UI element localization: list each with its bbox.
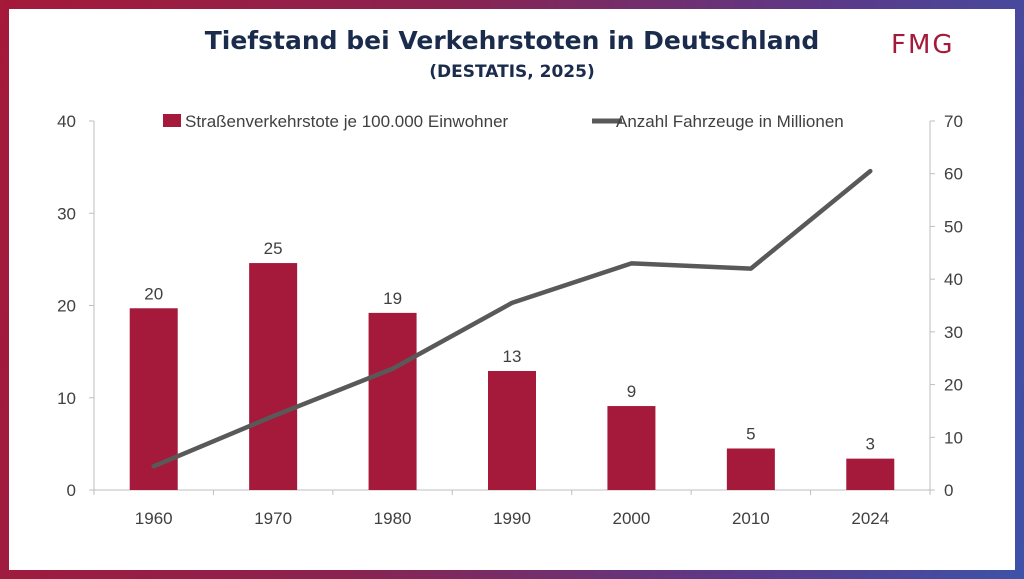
bar-1980	[368, 312, 417, 490]
x-tick-label: 2000	[613, 509, 651, 528]
x-tick-label: 1960	[135, 509, 173, 528]
y-left-tick-label: 20	[57, 297, 76, 316]
bar-data-label: 5	[746, 424, 755, 443]
x-tick-label: 1970	[254, 509, 292, 528]
bar-data-label: 19	[383, 289, 402, 308]
y-left-tick-label: 0	[67, 481, 76, 500]
x-tick-label: 2024	[851, 509, 889, 528]
bar-series: 20 25 19 13 9 5 3	[129, 239, 895, 490]
legend: Straßenverkehrstote je 100.000 Einwohner…	[163, 112, 844, 131]
bar-data-label: 13	[503, 347, 522, 366]
bar-1990	[488, 370, 536, 490]
bar-data-label: 3	[866, 435, 875, 454]
y-right-tick-label: 60	[944, 165, 963, 184]
x-tick-label: 2010	[732, 509, 770, 528]
line-series	[151, 168, 873, 469]
y-right-tick-label: 40	[944, 270, 963, 289]
x-tick-label: 1990	[493, 509, 531, 528]
bar-2010	[726, 448, 775, 490]
bar-data-label: 25	[264, 239, 283, 258]
legend-bar-swatch	[163, 114, 181, 127]
y-right-tick-label: 0	[944, 481, 953, 500]
y-left-tick-label: 40	[57, 112, 76, 131]
bar-1970	[249, 263, 298, 490]
y-left-tick-label: 10	[57, 389, 76, 408]
legend-line-label: Anzahl Fahrzeuge in Millionen	[616, 112, 844, 131]
bar-1960	[129, 308, 178, 490]
fmg-logo: FMG	[891, 30, 955, 60]
legend-bar-label: Straßenverkehrstote je 100.000 Einwohner	[185, 112, 509, 131]
y-right-tick-label: 30	[944, 323, 963, 342]
bar-2024	[846, 458, 895, 490]
bar-2000	[607, 406, 656, 490]
y-right-tick-label: 10	[944, 428, 963, 447]
y-left-tick-label: 30	[57, 204, 76, 223]
y-right-tick-label: 50	[944, 217, 963, 236]
x-tick-label: 1980	[374, 509, 412, 528]
bar-data-label: 9	[627, 382, 636, 401]
chart-subtitle: (DESTATIS, 2025)	[429, 62, 595, 82]
bar-data-label: 20	[144, 284, 163, 303]
chart-title: Tiefstand bei Verkehrstoten in Deutschla…	[204, 26, 820, 55]
axes: 0 10 20 30 40 0 10 20 30 40 50 60 70 1960 1970 1980 1990…	[57, 112, 963, 528]
y-right-tick-label: 20	[944, 376, 963, 395]
y-right-tick-label: 70	[944, 112, 963, 131]
